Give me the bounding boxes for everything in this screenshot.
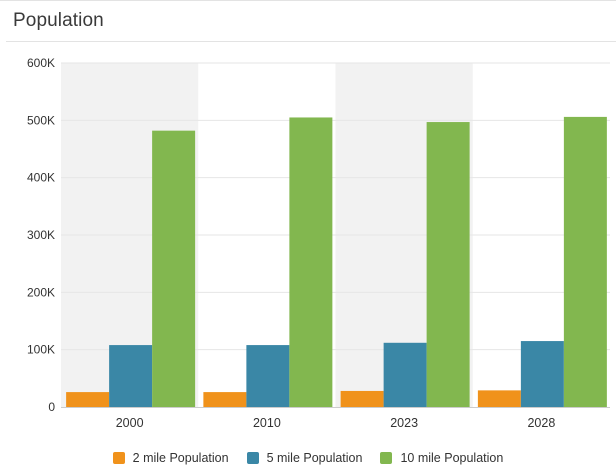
legend-label: 5 mile Population	[266, 451, 363, 465]
bar-5-mile-population-2023	[383, 342, 427, 407]
x-tick-label-2000: 2000	[116, 416, 144, 430]
chart-legend: 2 mile Population 5 mile Population 10 mil…	[0, 451, 616, 465]
x-tick-label-2023: 2023	[390, 416, 418, 430]
y-tick-label: 400K	[27, 171, 55, 185]
legend-label: 10 mile Population	[400, 451, 504, 465]
bar-5-mile-population-2010	[246, 345, 290, 407]
legend-item-2-mile-population[interactable]: 2 mile Population	[112, 451, 229, 465]
legend-swatch	[380, 452, 393, 464]
x-tick-label-2010: 2010	[253, 416, 281, 430]
bar-2-mile-population-2028	[477, 390, 521, 407]
legend-label: 2 mile Population	[132, 451, 229, 465]
legend-item-5-mile-population[interactable]: 5 mile Population	[246, 451, 363, 465]
bar-10-mile-population-2028	[563, 116, 607, 407]
bar-2-mile-population-2010	[203, 392, 247, 407]
legend-item-10-mile-population[interactable]: 10 mile Population	[380, 451, 503, 465]
y-tick-label: 500K	[27, 113, 55, 127]
y-tick-label: 200K	[27, 285, 55, 299]
bar-2-mile-population-2000	[66, 392, 110, 407]
legend-swatch	[246, 452, 259, 464]
bar-10-mile-population-2023	[426, 122, 470, 407]
y-tick-label: 600K	[27, 56, 55, 70]
bar-2-mile-population-2023	[340, 390, 384, 407]
population-bar-chart: 0 100K 200K 300K 400K 500K 600K 2000 2010 2023 202…	[27, 56, 610, 430]
bar-5-mile-population-2000	[109, 345, 153, 407]
y-tick-label: 100K	[27, 343, 55, 357]
title-divider	[6, 41, 616, 42]
bar-5-mile-population-2028	[520, 341, 564, 407]
y-tick-label: 0	[48, 400, 55, 414]
bar-10-mile-population-2000	[152, 130, 196, 408]
legend-swatch	[112, 452, 125, 464]
y-tick-label: 300K	[27, 228, 55, 242]
panel-title: Population	[13, 10, 104, 31]
bar-10-mile-population-2010	[289, 117, 333, 407]
x-tick-label-2028: 2028	[527, 416, 555, 430]
